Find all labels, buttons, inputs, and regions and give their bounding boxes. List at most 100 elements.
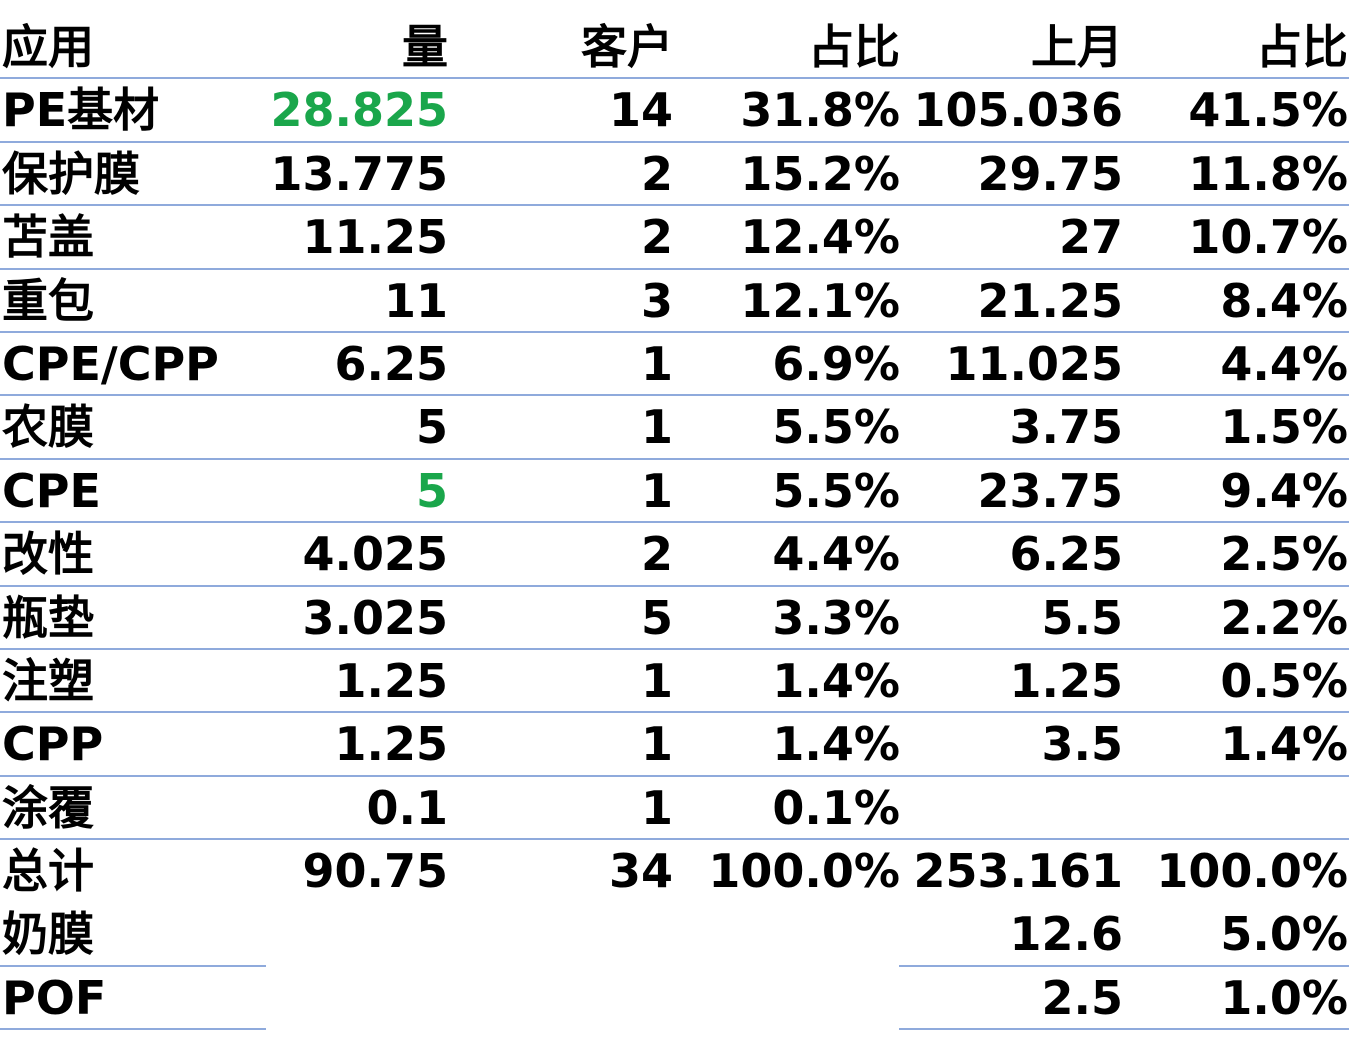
cell-customers: 1 xyxy=(640,463,673,518)
cell-volume: 3.025 xyxy=(302,590,448,645)
cell-customers: 2 xyxy=(640,146,673,201)
cell-volume: 90.75 xyxy=(302,844,448,899)
cell-customers xyxy=(473,903,673,966)
cell-application: CPE xyxy=(2,463,101,518)
cell-volume: 5 xyxy=(415,400,448,455)
row-divider xyxy=(0,711,1349,714)
cell-volume: 11 xyxy=(383,273,448,328)
row-divider xyxy=(0,1028,266,1031)
cell-application: 瓶垫 xyxy=(2,590,94,645)
cell-share: 15.2% xyxy=(740,146,900,201)
cell-volume: 0.1 xyxy=(366,780,449,835)
cell-share: 12.1% xyxy=(740,273,900,328)
cell-application: 保护膜 xyxy=(2,146,140,201)
cell-share: 5.5% xyxy=(772,463,900,518)
cell-volume: 6.25 xyxy=(334,336,449,391)
cell-last-month: 2.5 xyxy=(1041,970,1124,1025)
cell-last-month-share: 0.5% xyxy=(1220,653,1348,708)
row-divider xyxy=(0,457,1349,460)
table-row: 涂覆 0.1 1 0.1% xyxy=(0,777,1349,841)
table-row: CPE/CPP 6.25 1 6.9% 11.025 4.4% xyxy=(0,333,1349,397)
cell-application: 改性 xyxy=(2,527,94,582)
cell-application: 奶膜 xyxy=(2,907,94,962)
header-last-month-share: 占比 xyxy=(1256,20,1348,74)
cell-customers: 34 xyxy=(608,844,673,899)
row-divider xyxy=(0,964,266,967)
cell-last-month-share: 9.4% xyxy=(1220,463,1348,518)
header-last-month: 上月 xyxy=(1031,20,1123,74)
row-divider xyxy=(899,1028,1349,1031)
row-divider xyxy=(0,394,1349,397)
cell-last-month: 5.5 xyxy=(1041,590,1124,645)
cell-last-month-share: 4.4% xyxy=(1220,336,1348,391)
cell-customers: 3 xyxy=(640,273,673,328)
cell-share: 12.4% xyxy=(740,210,900,265)
header-volume: 量 xyxy=(402,20,448,74)
cell-customers xyxy=(473,967,673,1030)
cell-share: 3.3% xyxy=(772,590,900,645)
row-divider xyxy=(0,838,1349,841)
header-application: 应用 xyxy=(2,20,94,74)
cell-last-month-share: 100.0% xyxy=(1156,844,1348,899)
cell-share xyxy=(680,967,900,1030)
cell-last-month-share: 8.4% xyxy=(1220,273,1348,328)
cell-last-month-share: 2.5% xyxy=(1220,527,1348,582)
cell-application: PE基材 xyxy=(2,83,160,138)
cell-last-month: 27 xyxy=(1058,210,1123,265)
header-customers: 客户 xyxy=(581,20,673,74)
cell-last-month: 11.025 xyxy=(945,336,1123,391)
cell-volume xyxy=(208,903,448,966)
table-row: 保护膜 13.775 2 15.2% 29.75 11.8% xyxy=(0,143,1349,207)
cell-customers: 1 xyxy=(640,780,673,835)
cell-volume: 13.775 xyxy=(270,146,448,201)
cell-application: 苫盖 xyxy=(2,210,94,265)
cell-last-month-share: 41.5% xyxy=(1188,83,1348,138)
cell-volume: 1.25 xyxy=(334,653,449,708)
cell-last-month-share: 10.7% xyxy=(1188,210,1348,265)
table-row: 农膜 5 1 5.5% 3.75 1.5% xyxy=(0,396,1349,460)
cell-last-month-share: 1.4% xyxy=(1220,717,1348,772)
cell-application: 总计 xyxy=(2,844,94,899)
cell-last-month xyxy=(903,777,1123,840)
table-row: 苫盖 11.25 2 12.4% 27 10.7% xyxy=(0,206,1349,270)
cell-share xyxy=(680,903,900,966)
row-divider xyxy=(899,964,1349,967)
row-divider xyxy=(0,584,1349,587)
cell-volume: 1.25 xyxy=(334,717,449,772)
cell-last-month-share xyxy=(1128,777,1348,840)
row-divider xyxy=(0,774,1349,777)
cell-last-month: 12.6 xyxy=(1009,907,1124,962)
cell-application: 涂覆 xyxy=(2,780,94,835)
cell-volume: 11.25 xyxy=(302,210,448,265)
cell-customers: 1 xyxy=(640,336,673,391)
cell-last-month-share: 5.0% xyxy=(1220,907,1348,962)
table-row: 注塑 1.25 1 1.4% 1.25 0.5% xyxy=(0,650,1349,714)
cell-share: 4.4% xyxy=(772,527,900,582)
cell-last-month: 6.25 xyxy=(1009,527,1124,582)
table-row: 改性 4.025 2 4.4% 6.25 2.5% xyxy=(0,523,1349,587)
cell-customers: 2 xyxy=(640,210,673,265)
cell-last-month: 3.75 xyxy=(1009,400,1124,455)
cell-share: 1.4% xyxy=(772,717,900,772)
cell-last-month: 29.75 xyxy=(977,146,1123,201)
total-row: 总计 90.75 34 100.0% 253.161 100.0% xyxy=(0,840,1349,903)
row-divider xyxy=(0,140,1349,143)
cell-application: 注塑 xyxy=(2,653,94,708)
cell-share: 100.0% xyxy=(708,844,900,899)
cell-share: 5.5% xyxy=(772,400,900,455)
cell-share: 31.8% xyxy=(740,83,900,138)
cell-last-month: 3.5 xyxy=(1041,717,1124,772)
cell-customers: 1 xyxy=(640,717,673,772)
cell-last-month-share: 11.8% xyxy=(1188,146,1348,201)
table-row: 奶膜 12.6 5.0% xyxy=(0,903,1349,967)
cell-last-month: 23.75 xyxy=(977,463,1123,518)
cell-last-month: 1.25 xyxy=(1009,653,1124,708)
header-row: 应用 量 客户 占比 上月 占比 xyxy=(0,16,1349,80)
cell-volume: 5 xyxy=(415,463,448,518)
table-row: CPP 1.25 1 1.4% 3.5 1.4% xyxy=(0,713,1349,777)
cell-share: 0.1% xyxy=(772,780,900,835)
cell-last-month-share: 1.5% xyxy=(1220,400,1348,455)
row-divider xyxy=(0,521,1349,524)
cell-application: POF xyxy=(2,970,107,1025)
cell-last-month: 253.161 xyxy=(913,844,1123,899)
